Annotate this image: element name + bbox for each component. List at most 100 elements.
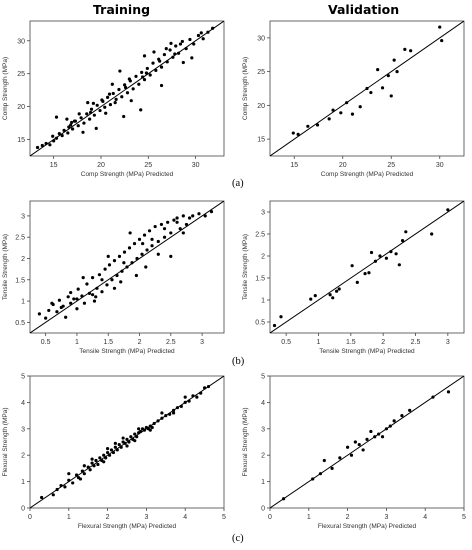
data-point <box>171 408 176 412</box>
data-point <box>134 273 138 278</box>
data-point <box>152 50 156 54</box>
data-point <box>107 263 112 267</box>
data-point <box>125 437 129 441</box>
data-point <box>211 26 215 30</box>
data-point <box>400 239 405 243</box>
data-point <box>353 440 357 444</box>
x-tick-label: 15 <box>50 162 58 169</box>
y-tick-label: 25 <box>17 71 25 78</box>
data-point <box>201 37 205 41</box>
y-tick-label: 1 <box>21 479 25 486</box>
data-point <box>158 59 162 63</box>
data-point <box>137 427 141 431</box>
x-tick-label: 4 <box>183 514 187 521</box>
data-point <box>169 41 173 45</box>
data-point <box>400 414 404 418</box>
x-tick-label: 20 <box>97 162 105 169</box>
data-point <box>150 237 154 241</box>
plot-frame <box>269 20 465 157</box>
chart-c-training: 0 1 2 3 4 5 0 1 2 3 4 5 Flexural Strength (MPa) Pred… <box>2 374 226 531</box>
data-point <box>70 120 74 125</box>
y-tick-label: 2 <box>21 256 25 263</box>
data-point <box>330 466 334 470</box>
data-point <box>69 123 73 127</box>
data-point <box>403 47 407 51</box>
data-point <box>129 99 133 103</box>
plot-frame <box>269 375 465 509</box>
data-point <box>369 90 373 95</box>
data-point <box>87 291 92 295</box>
data-point <box>47 308 51 313</box>
data-point <box>141 75 145 79</box>
data-point <box>349 453 354 457</box>
data-point <box>350 264 354 268</box>
data-point <box>168 48 172 52</box>
y-tick-label: 3 <box>21 426 25 433</box>
y-tick-label: 3 <box>261 210 265 217</box>
chart-c-validation: 0 1 2 3 4 5 0 1 2 3 4 5 Flexural Strength (MPa) Pred… <box>242 374 466 531</box>
data-point <box>106 447 110 451</box>
y-tick-label: 0 <box>261 506 265 513</box>
data-point <box>67 125 71 129</box>
y-axis-label: Tensile Strength (MPa) <box>2 234 9 300</box>
data-point <box>65 117 69 121</box>
y-tick-label: 2.5 <box>255 232 265 239</box>
y-tick-label: 0.5 <box>15 320 25 327</box>
data-point <box>119 280 123 284</box>
data-point <box>318 472 323 476</box>
data-point <box>195 395 199 399</box>
x-axis-label: Comp Strength (MPa) Predicted <box>321 171 414 178</box>
data-point <box>309 297 313 301</box>
data-point <box>137 237 142 241</box>
data-point <box>183 395 187 399</box>
x-tick-label: 30 <box>436 162 444 169</box>
data-point <box>160 416 164 420</box>
data-point <box>71 481 75 485</box>
data-point <box>409 49 413 53</box>
x-tick-label: 0 <box>28 514 32 521</box>
data-point <box>112 259 117 263</box>
y-axis-label: Comp Strength (MPa) <box>242 57 249 120</box>
data-point <box>331 108 335 112</box>
data-point <box>446 390 451 394</box>
data-point <box>76 124 80 128</box>
x-tick-label: 3 <box>446 339 450 346</box>
data-point <box>66 131 70 135</box>
data-point <box>78 477 83 481</box>
data-point <box>206 30 210 34</box>
data-point <box>142 428 147 432</box>
x-tick-label: 25 <box>387 162 395 169</box>
data-point <box>94 295 98 299</box>
data-point <box>37 312 41 316</box>
data-point <box>191 214 195 218</box>
data-point <box>430 232 434 236</box>
data-point <box>80 469 84 473</box>
data-point <box>123 85 128 90</box>
data-point <box>357 443 361 447</box>
data-point <box>380 86 385 90</box>
data-point <box>337 287 341 291</box>
data-point <box>355 280 359 284</box>
data-point <box>82 464 86 468</box>
panel-label-c: (c) <box>232 533 244 544</box>
data-point <box>171 55 175 59</box>
x-tick-label: 2 <box>106 514 110 521</box>
data-point <box>388 424 392 428</box>
data-point <box>125 265 129 269</box>
data-point <box>145 66 149 71</box>
data-point <box>106 450 110 455</box>
data-point <box>125 91 130 95</box>
data-point <box>62 128 66 132</box>
data-point <box>117 443 121 447</box>
x-tick-label: 2.5 <box>166 339 176 346</box>
data-point <box>107 453 112 457</box>
data-point <box>191 394 195 398</box>
data-point <box>173 52 177 56</box>
data-point <box>162 227 167 231</box>
data-point <box>150 244 154 248</box>
data-point <box>365 437 369 441</box>
data-point <box>115 273 119 278</box>
y-tick-label: 0.5 <box>255 320 265 327</box>
data-point <box>392 419 396 423</box>
data-point <box>82 121 86 125</box>
